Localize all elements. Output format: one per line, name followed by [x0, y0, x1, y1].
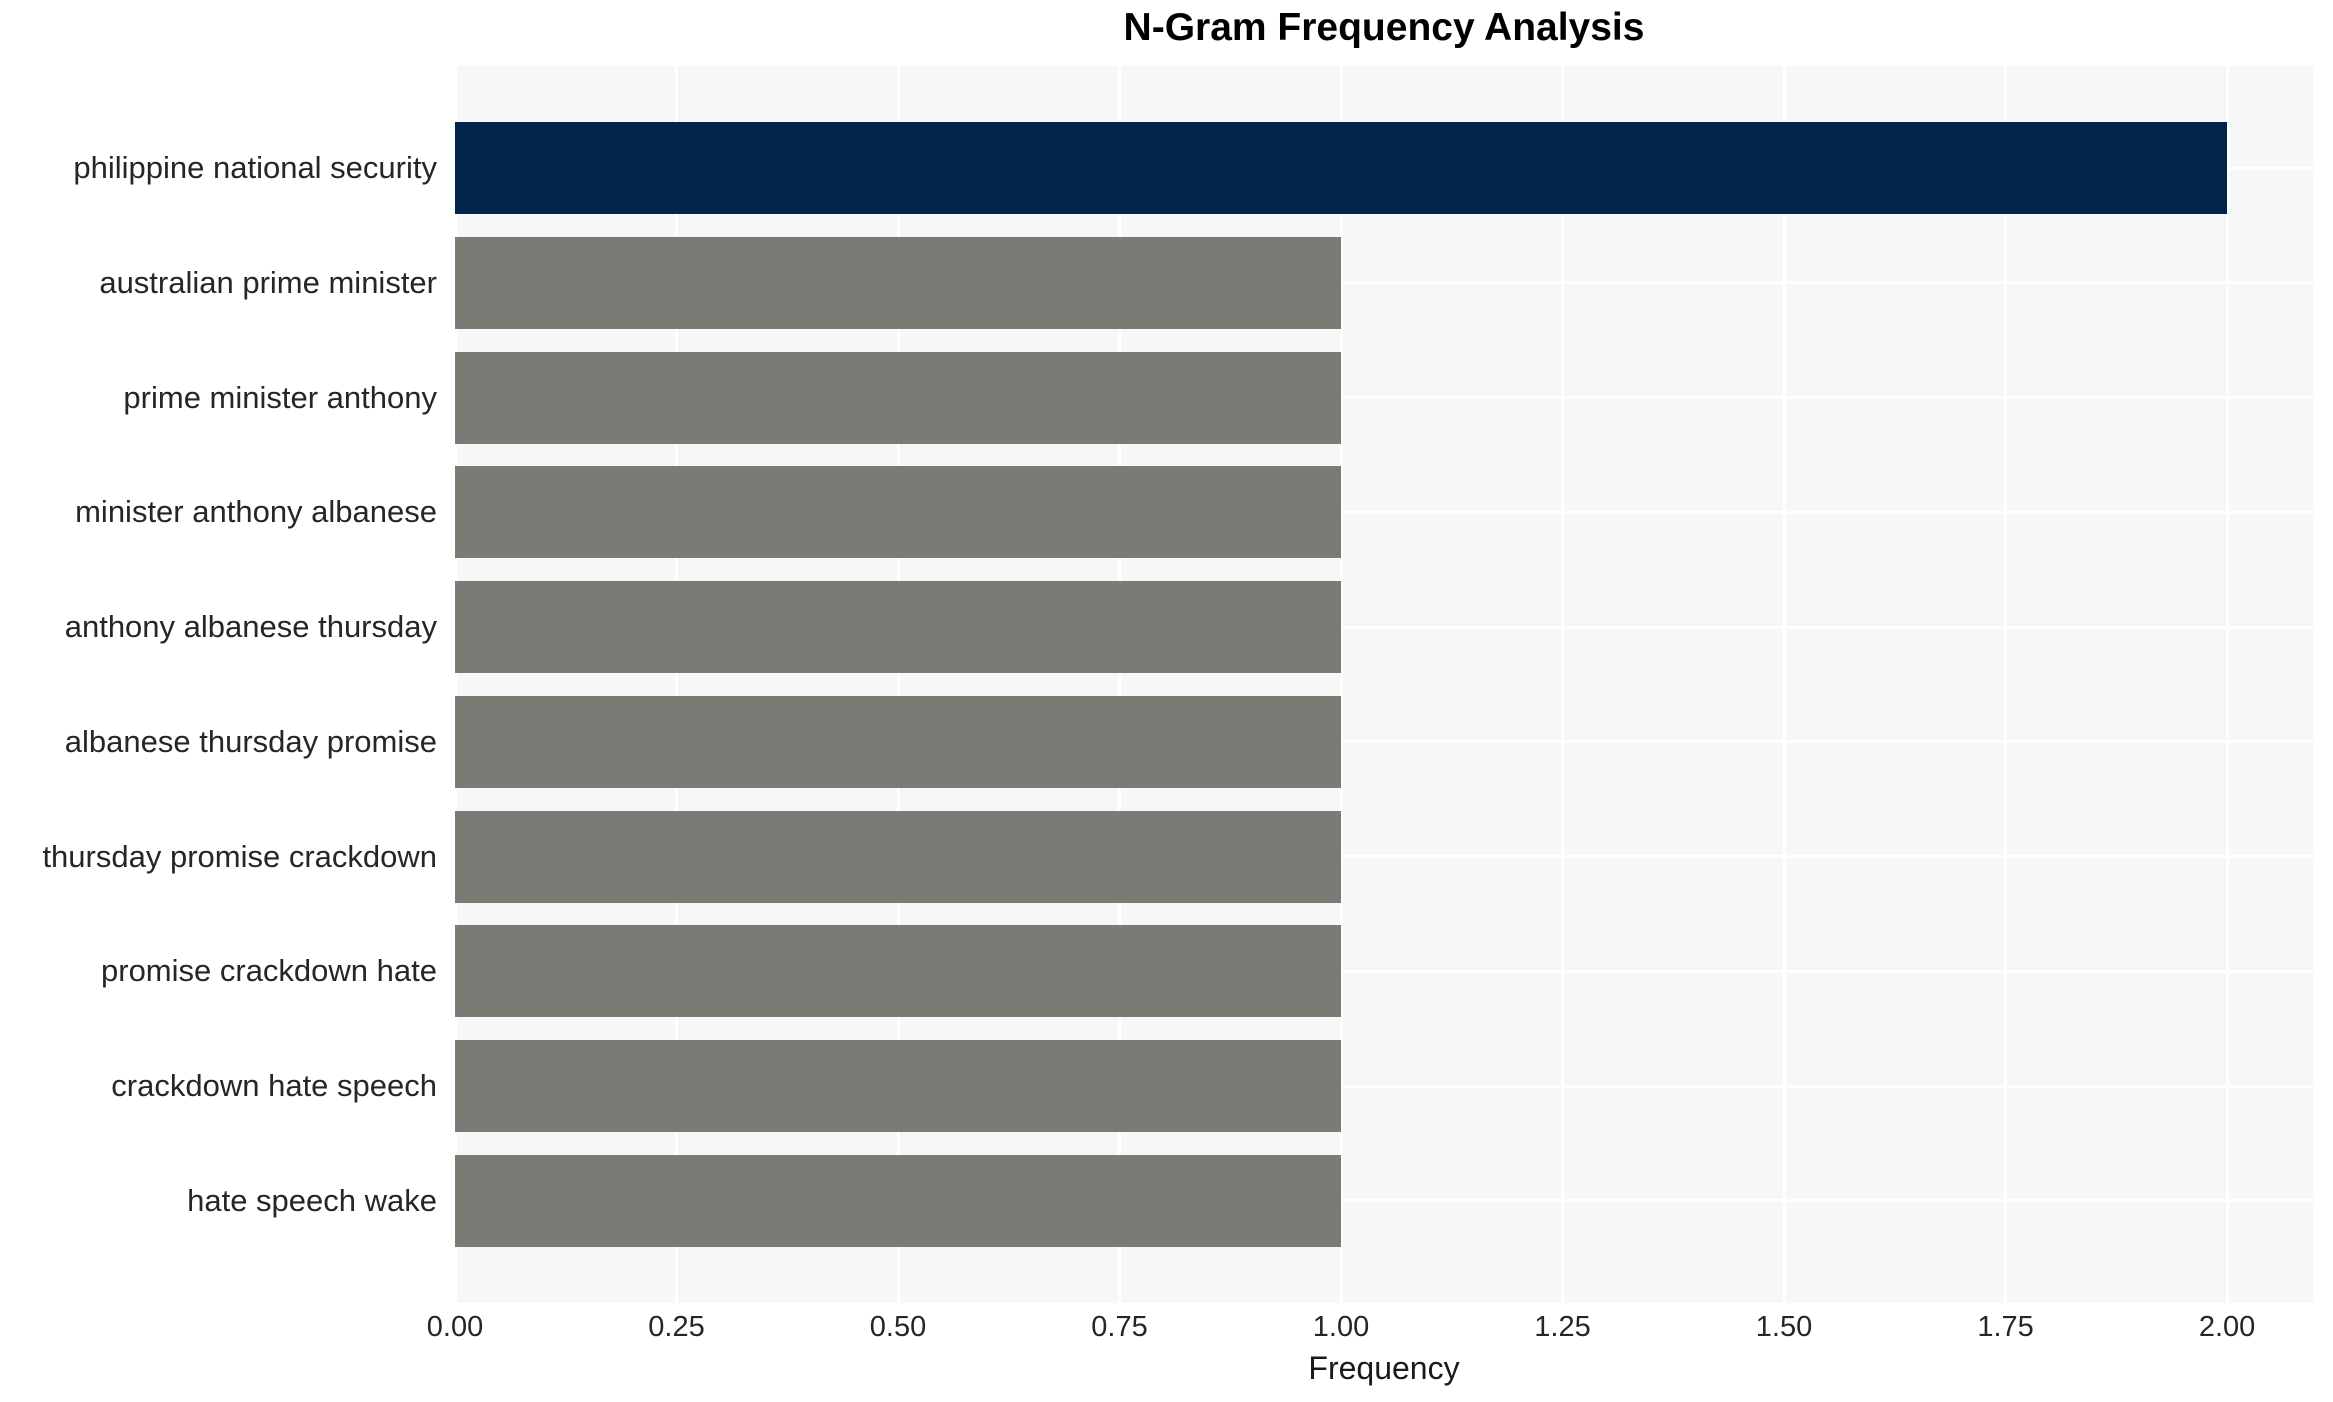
v-gridline: [896, 66, 900, 1303]
bar: [455, 236, 1342, 329]
category-label: crackdown hate speech: [111, 1068, 437, 1104]
x-tick-label: 1.25: [1534, 1311, 1591, 1343]
v-gridline: [1561, 66, 1565, 1303]
bar: [455, 1154, 1342, 1247]
x-tick-label: 0.75: [1091, 1311, 1148, 1343]
h-gridline: [455, 510, 2313, 514]
category-label: prime minister anthony: [123, 379, 437, 415]
v-gridline: [2004, 66, 2008, 1303]
h-gridline: [455, 855, 2313, 859]
plot-area: [453, 66, 2313, 1303]
category-label: albanese thursday promise: [64, 723, 437, 759]
x-tick-label: 1.50: [1755, 1311, 1813, 1343]
x-tick-label: 1.00: [1312, 1311, 1370, 1343]
category-label: thursday promise crackdown: [42, 838, 437, 874]
x-tick-label: 1.75: [1977, 1311, 2034, 1343]
category-label: hate speech wake: [187, 1182, 437, 1218]
h-gridline: [455, 625, 2313, 629]
v-gridline: [453, 66, 457, 1303]
h-gridline: [455, 1084, 2313, 1088]
v-gridline: [675, 66, 678, 1303]
category-label: anthony albanese thursday: [64, 609, 437, 645]
bar: [455, 122, 2228, 215]
v-gridline: [1339, 66, 1343, 1303]
x-tick-label: 0.00: [426, 1311, 484, 1343]
category-label: promise crackdown hate: [101, 953, 437, 989]
bar: [455, 695, 1342, 788]
x-tick-label: 0.50: [869, 1311, 927, 1343]
x-axis-ticks: 0.00 0.25 0.50 0.75 1.00 1.25 1.50 1.75 2.00: [427, 1311, 2313, 1351]
h-gridline: [455, 740, 2313, 744]
h-gridline: [455, 969, 2313, 973]
bar: [455, 810, 1342, 903]
x-tick-label: 0.25: [648, 1311, 705, 1343]
y-axis-labels: philippine national security australian p…: [0, 66, 447, 1303]
h-gridline: [455, 281, 2313, 285]
v-gridline: [1118, 66, 1122, 1303]
category-label: philippine national security: [73, 150, 437, 186]
bar: [455, 351, 1342, 444]
bar: [455, 1040, 1342, 1133]
bar: [455, 925, 1342, 1018]
v-gridline: [1782, 66, 1786, 1303]
h-gridline: [455, 1199, 2313, 1203]
x-axis-title: Frequency: [1308, 1350, 1460, 1386]
x-tick-label: 2.00: [2198, 1311, 2256, 1343]
bar: [455, 581, 1342, 674]
category-label: australian prime minister: [99, 264, 437, 300]
bar: [455, 466, 1342, 559]
h-gridline: [455, 396, 2313, 400]
category-label: minister anthony albanese: [75, 494, 437, 530]
chart-title: N-Gram Frequency Analysis: [1123, 6, 1645, 49]
v-gridline: [2225, 66, 2229, 1303]
